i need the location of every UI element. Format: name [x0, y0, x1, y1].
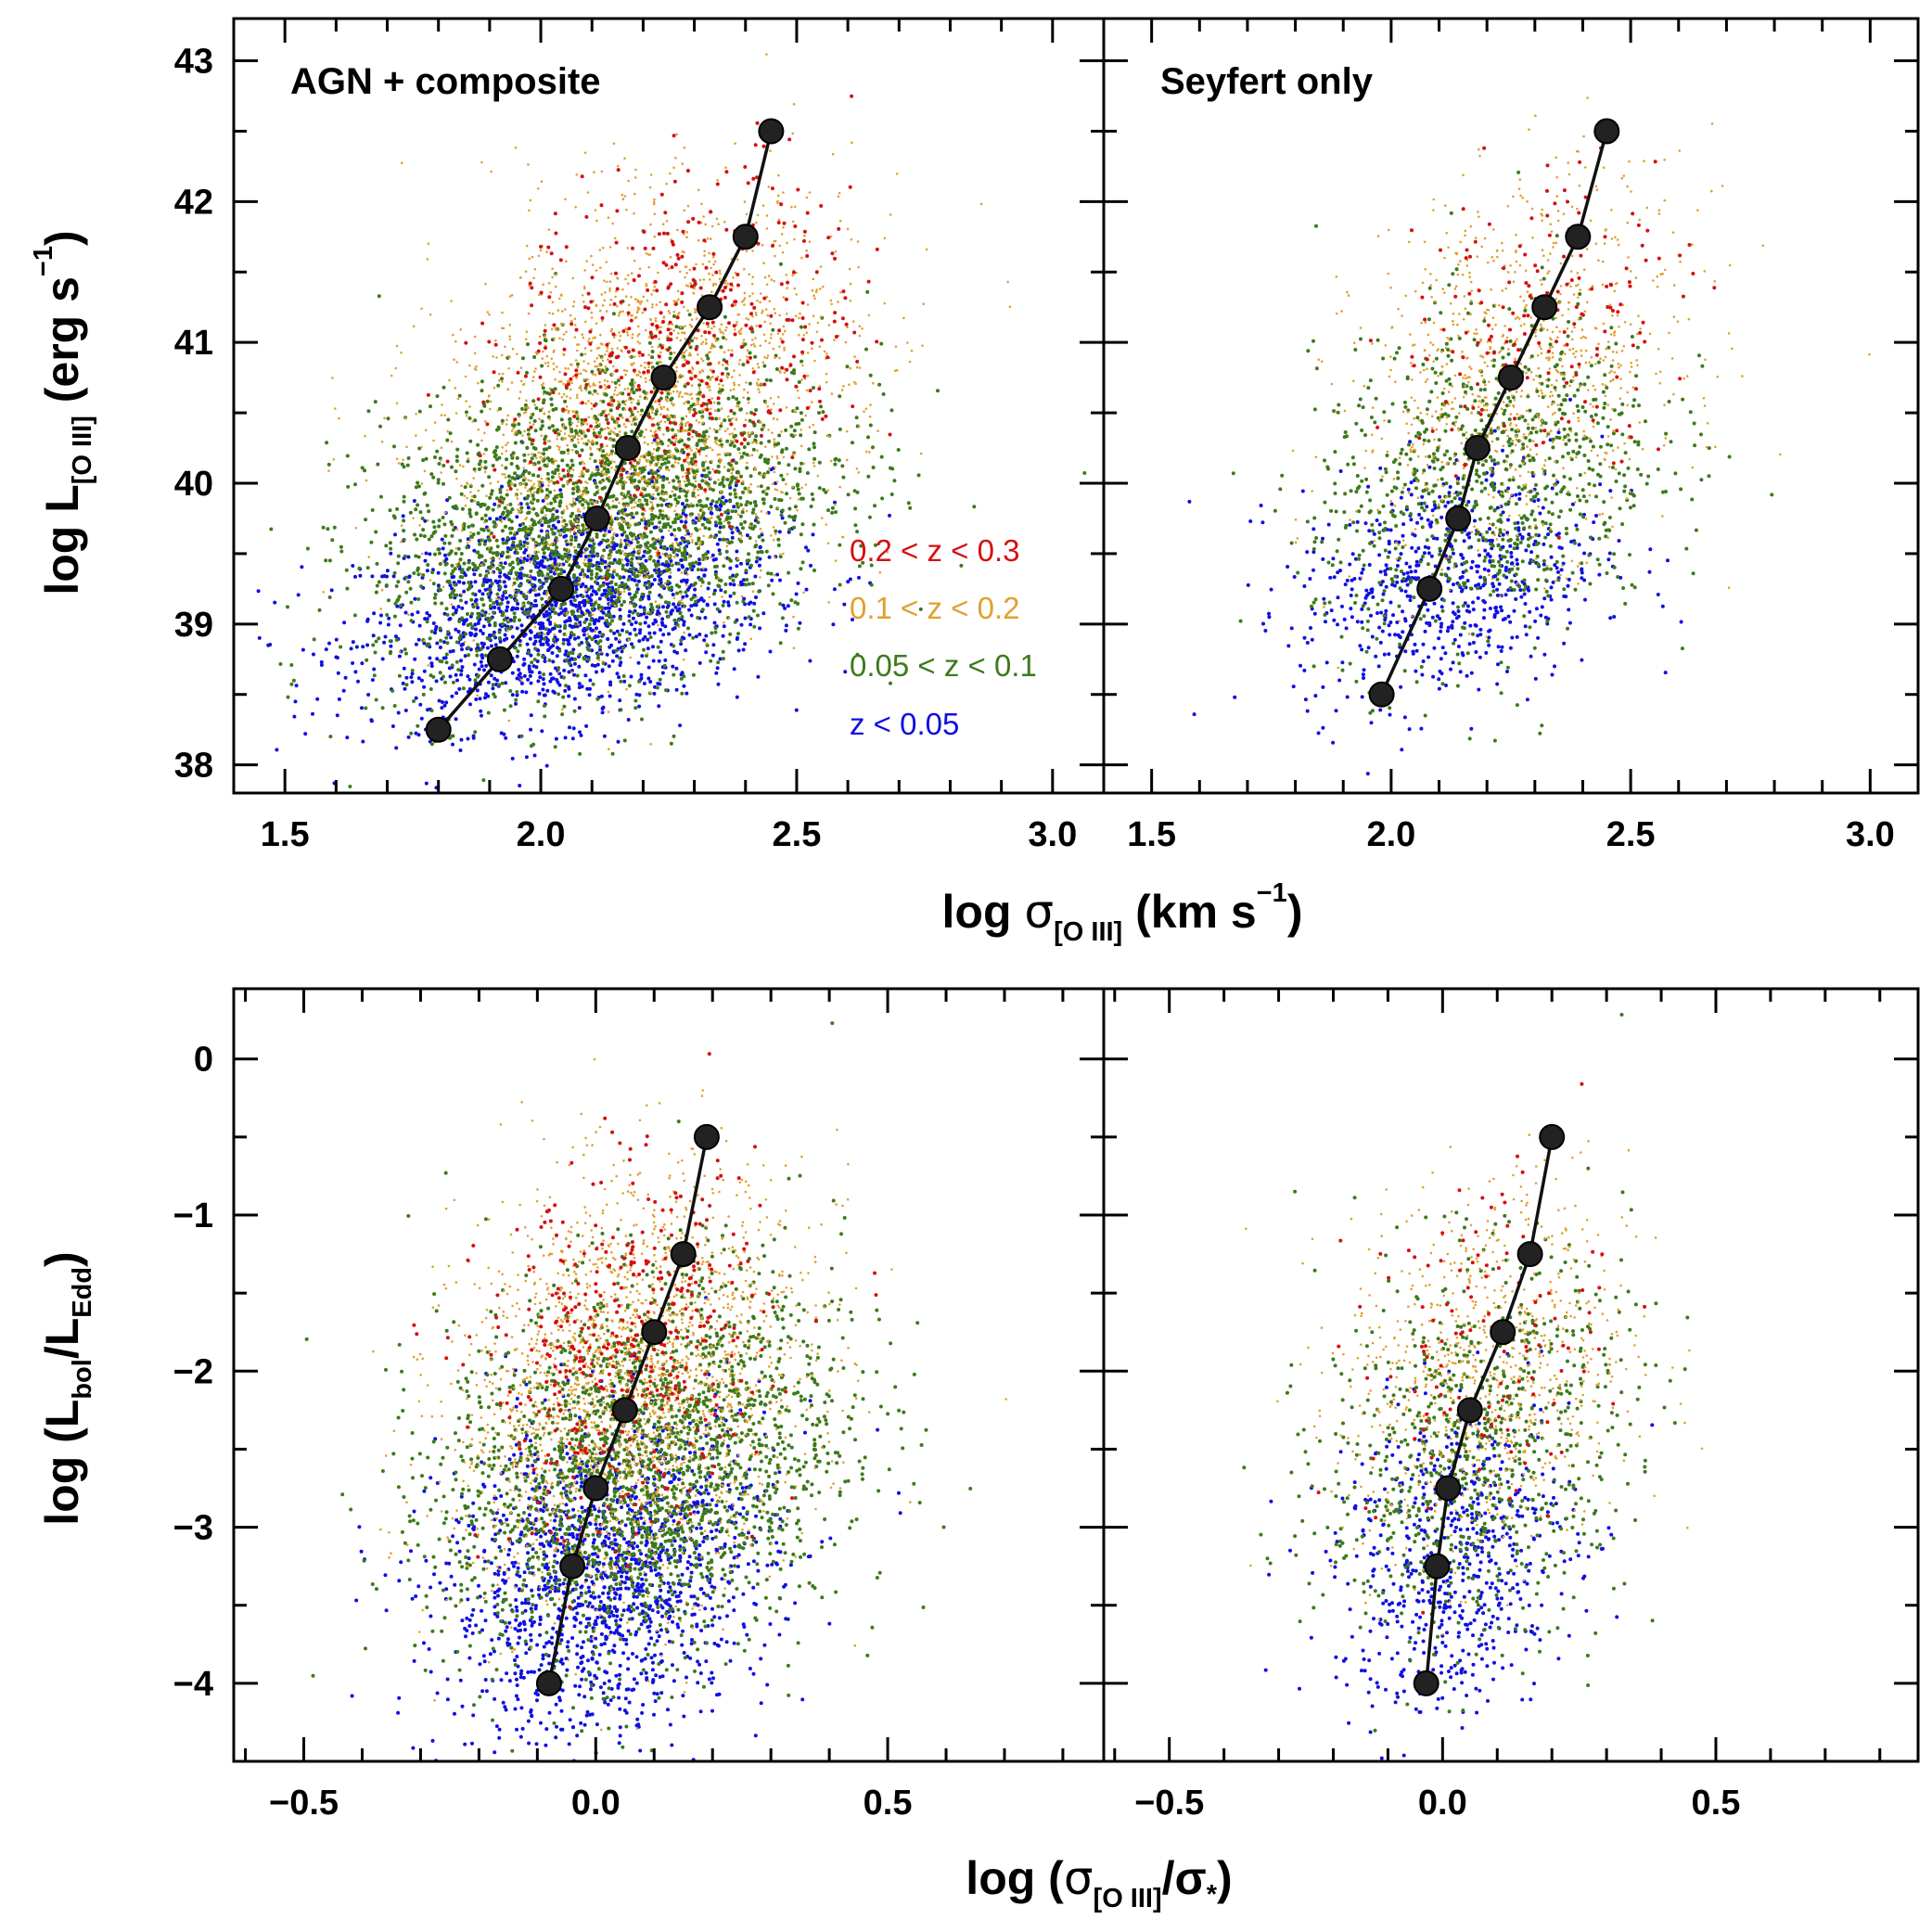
- median-point: [1368, 681, 1395, 708]
- panel-eddington-agn-composite: −0.5 0.0 0.5 −4 −3 −2 −1 0: [173, 987, 1106, 1823]
- y-tick-label: −1: [173, 1196, 213, 1235]
- top-x-axis-title: log σ[O III] (km s−1): [942, 878, 1303, 947]
- x-tick-label: 2.5: [1606, 815, 1656, 854]
- x-tick-label: 2.0: [517, 815, 566, 854]
- scatter-series-2: [269, 229, 1087, 788]
- x-tick-label: 0.0: [571, 1784, 621, 1823]
- scatter-series-0: [426, 94, 892, 582]
- median-point: [611, 1397, 638, 1424]
- legend: 0.2 < z < 0.3 0.1 < z < 0.2 0.05 < z < 0…: [850, 533, 1037, 741]
- median-point: [614, 435, 641, 461]
- y-tick-label: 43: [174, 43, 213, 82]
- median-point: [535, 1670, 562, 1696]
- panel-title-seyfert: Seyfert only: [1160, 61, 1374, 102]
- x-tick-label: −0.5: [269, 1784, 339, 1823]
- median-point: [641, 1319, 668, 1346]
- x-tick-label: 3.0: [1028, 815, 1077, 854]
- median-point: [548, 575, 575, 602]
- top-y-axis-title: log L[O III] (erg s−1): [29, 230, 97, 595]
- legend-item-z-01-02: 0.1 < z < 0.2: [850, 591, 1019, 625]
- x-tick-label: 0.5: [1692, 1784, 1741, 1823]
- scatter-series-0: [1368, 146, 1717, 540]
- panel-frame: [1102, 987, 1920, 1763]
- median-point: [758, 118, 785, 145]
- y-tick-label: −3: [173, 1509, 213, 1548]
- y-tick-label: 39: [174, 606, 213, 645]
- median-point: [1416, 575, 1443, 602]
- median-point: [697, 294, 723, 321]
- median-point: [1464, 435, 1491, 461]
- panel-agn-composite: 1.5 2.0 2.5 3.0 38 39 40 41 42 43: [174, 17, 1106, 854]
- y-tick-label: 42: [174, 183, 213, 222]
- median-point: [1531, 294, 1558, 321]
- bottom-x-axis-title: log (σ[O III]/σ*): [966, 1851, 1232, 1913]
- panel-seyfert-only: 1.5 2.0 2.5 3.0: [1102, 17, 1920, 854]
- x-tick-label: 2.5: [773, 815, 822, 854]
- x-tick-label: 1.5: [261, 815, 310, 854]
- scatter-series-1: [322, 53, 1012, 750]
- panel-eddington-seyfert: −0.5 0.0 0.5: [1102, 987, 1920, 1823]
- median-point: [1516, 1241, 1543, 1268]
- median-point: [1490, 1319, 1516, 1346]
- x-tick-label: 3.0: [1846, 815, 1895, 854]
- median-point: [1413, 1670, 1439, 1696]
- median-point: [1424, 1553, 1451, 1580]
- x-tick-label: 0.5: [864, 1784, 913, 1823]
- y-tick-label: 41: [174, 324, 213, 363]
- median-point: [425, 716, 452, 743]
- legend-item-z-02-03: 0.2 < z < 0.3: [850, 533, 1019, 568]
- median-point: [559, 1553, 586, 1580]
- bottom-y-axis-title: log (Lbol/LEdd): [36, 1251, 97, 1525]
- median-point: [693, 1123, 720, 1150]
- median-point: [650, 365, 677, 391]
- median-point: [1565, 224, 1592, 250]
- axis-ticks: [234, 989, 1104, 1763]
- median-point: [1498, 365, 1524, 391]
- axis-ticks: [1104, 989, 1918, 1763]
- y-tick-label: −2: [173, 1352, 213, 1391]
- y-tick-label: 0: [194, 1041, 213, 1080]
- median-point: [582, 1475, 609, 1502]
- scatter-series-3: [256, 438, 891, 790]
- median-point: [670, 1241, 697, 1268]
- y-tick-label: −4: [173, 1665, 213, 1704]
- median-point: [1445, 505, 1472, 531]
- median-point: [732, 224, 759, 250]
- median-point: [1435, 1475, 1462, 1502]
- panel-title-agn-composite: AGN + composite: [290, 61, 601, 102]
- axis-ticks: [1102, 19, 1920, 793]
- x-tick-label: 2.0: [1366, 815, 1415, 854]
- x-tick-label: 1.5: [1127, 815, 1176, 854]
- median-point: [1593, 118, 1620, 145]
- scatter-series-1: [372, 1057, 1007, 1732]
- legend-item-z-005-01: 0.05 < z < 0.1: [850, 648, 1037, 683]
- y-tick-label: 40: [174, 465, 213, 504]
- y-tick-label: 38: [174, 747, 213, 786]
- x-tick-label: 0.0: [1418, 1784, 1467, 1823]
- scatter-series-0: [1316, 1081, 1647, 1615]
- median-point: [583, 505, 610, 531]
- x-tick-label: −0.5: [1134, 1784, 1204, 1823]
- median-point: [1456, 1397, 1483, 1424]
- legend-item-z-lt-005: z < 0.05: [850, 707, 959, 741]
- median-point: [486, 646, 513, 672]
- panel-frame: [1102, 17, 1920, 795]
- median-point: [1539, 1123, 1566, 1150]
